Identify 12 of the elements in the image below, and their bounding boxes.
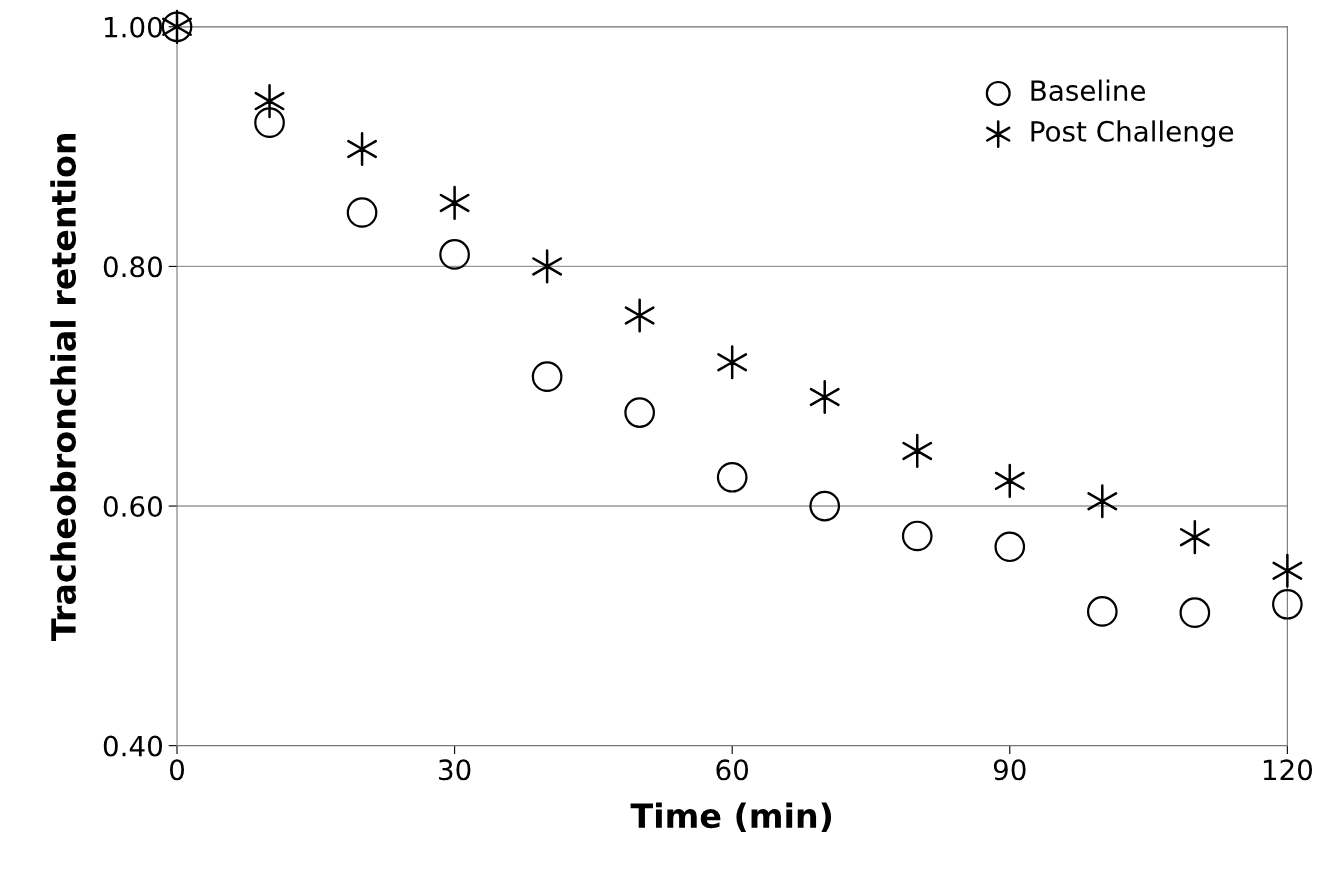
y-tick-label: 0.40: [103, 735, 162, 757]
legend-label: Baseline: [1031, 79, 1146, 102]
x-tick-label: 30: [439, 759, 471, 781]
y-tick-label: 1.00: [105, 16, 162, 38]
y-axis-title: Tracheobronchial retention: [50, 133, 77, 641]
y-tick-label: 0.80: [103, 256, 162, 278]
x-tick-label: 120: [1263, 759, 1313, 781]
y-tick-label: 0.60: [103, 495, 162, 517]
x-axis-title: Time (min): [630, 802, 832, 833]
x-tick-label: 0: [170, 759, 184, 781]
x-tick-label: 60: [716, 759, 749, 781]
x-tick-label: 90: [993, 759, 1026, 781]
